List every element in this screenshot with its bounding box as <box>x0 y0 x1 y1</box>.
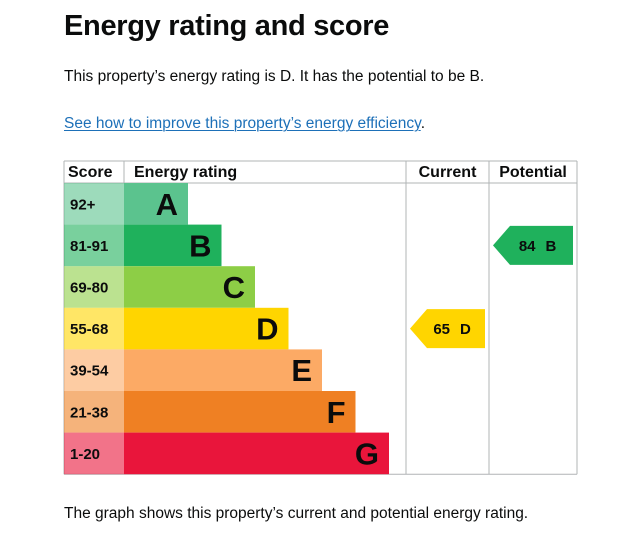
score-cell-b <box>64 224 124 267</box>
potential-rating-letter: B <box>546 238 557 255</box>
band-bar-c <box>124 266 255 308</box>
improve-efficiency-link[interactable]: See how to improve this property’s energ… <box>64 115 421 132</box>
score-cell-c <box>64 266 124 308</box>
band-letter-d: D <box>256 312 278 347</box>
band-bar-g <box>124 432 389 475</box>
band-letter-f: F <box>327 395 346 430</box>
score-cell-a <box>64 183 124 225</box>
improve-link-line: See how to improve this property’s energ… <box>64 115 425 133</box>
band-bar-b <box>124 224 222 267</box>
header-current: Current <box>419 164 477 181</box>
current-rating-score: 65 <box>433 321 450 338</box>
band-letter-g: G <box>355 436 379 471</box>
score-label-e: 39-54 <box>70 363 109 380</box>
header-score: Score <box>68 164 113 181</box>
potential-rating-score: 84 <box>519 238 536 255</box>
score-cell-f <box>64 391 124 433</box>
band-letter-b: B <box>189 228 211 263</box>
header-potential: Potential <box>499 164 567 181</box>
potential-rating-arrow <box>493 225 573 265</box>
current-rating-letter: D <box>460 321 471 338</box>
score-label-d: 55-68 <box>70 321 108 338</box>
band-bar-a <box>124 183 188 225</box>
graph-description: The graph shows this property’s current … <box>64 505 529 522</box>
score-label-c: 69-80 <box>70 280 108 297</box>
page-title: Energy rating and score <box>64 10 390 42</box>
band-bar-d <box>124 307 289 350</box>
band-letter-e: E <box>291 353 312 388</box>
score-label-f: 21-38 <box>70 404 108 421</box>
band-bar-e <box>124 349 322 391</box>
score-cell-e <box>64 349 124 391</box>
rating-summary: This property’s energy rating is D. It h… <box>64 68 485 85</box>
score-label-g: 1-20 <box>70 446 100 463</box>
score-label-b: 81-91 <box>70 238 108 255</box>
band-letter-c: C <box>223 270 245 305</box>
current-rating-arrow <box>410 309 485 349</box>
score-cell-g <box>64 432 124 475</box>
score-cell-d <box>64 307 124 350</box>
band-bar-f <box>124 391 356 433</box>
link-suffix: . <box>420 115 425 132</box>
header-energy-rating: Energy rating <box>134 164 237 181</box>
score-label-a: 92+ <box>70 196 96 213</box>
band-letter-a: A <box>156 187 178 222</box>
